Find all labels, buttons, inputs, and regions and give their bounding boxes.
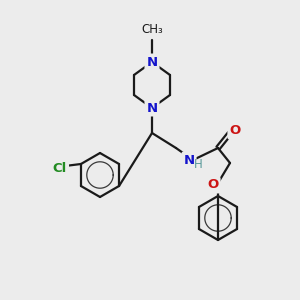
Text: N: N [146,101,158,115]
Text: N: N [183,154,195,166]
Text: H: H [194,158,202,170]
Text: O: O [230,124,241,137]
Text: Cl: Cl [53,161,67,175]
Text: N: N [146,56,158,68]
Text: O: O [207,178,219,191]
Text: CH₃: CH₃ [141,23,163,36]
